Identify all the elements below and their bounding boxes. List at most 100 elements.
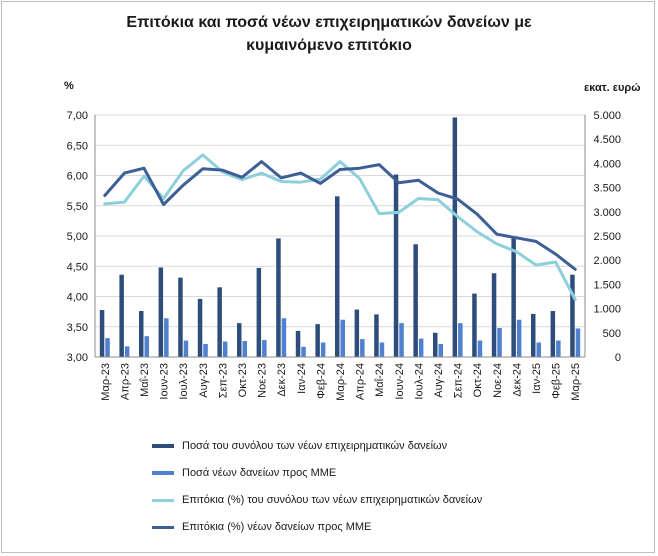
chart-title-line-2: κυμαινόμενο επιτόκιο bbox=[246, 37, 412, 54]
bar-sme-amount bbox=[281, 318, 287, 357]
right-axis-tick-label: 4.000 bbox=[593, 158, 621, 170]
x-axis-tick-label: Αυγ-23 bbox=[198, 363, 210, 398]
bar-sme-amount bbox=[242, 341, 247, 357]
legend-item-sme-amounts: Ποσά νέων δανείων προς ΜΜΕ bbox=[152, 465, 622, 481]
bar-sme-amount bbox=[203, 343, 208, 357]
bar-total-amount bbox=[335, 196, 340, 357]
bar-sme-amount bbox=[320, 342, 326, 357]
bar-sme-amount bbox=[379, 342, 385, 357]
left-axis-tick-label: 4,50 bbox=[67, 261, 88, 273]
legend-swatch-total-amounts bbox=[152, 444, 174, 448]
series-line-sme-rates bbox=[103, 160, 577, 271]
right-axis-tick-label: 500 bbox=[603, 328, 621, 340]
x-axis-tick-label: Σεπ-24 bbox=[453, 363, 465, 398]
bar-sme-amount bbox=[418, 338, 424, 357]
x-axis-tick-label: Φεβ-25 bbox=[551, 363, 563, 399]
legend-swatch-total-rates bbox=[152, 499, 174, 502]
left-axis-tick-label: 5,50 bbox=[67, 201, 88, 213]
bar-total-amount bbox=[354, 309, 360, 357]
bar-total-amount bbox=[158, 267, 164, 357]
x-axis-tick-label: Δεκ-24 bbox=[511, 363, 523, 397]
right-axis-tick-label: 3.500 bbox=[593, 183, 621, 195]
right-axis-tick-label: 1.000 bbox=[593, 304, 621, 316]
bar-sme-amount bbox=[556, 340, 561, 357]
bar-total-amount bbox=[99, 310, 105, 357]
bar-total-amount bbox=[393, 174, 399, 357]
left-axis-tick-label: 6,50 bbox=[67, 140, 88, 152]
bar-sme-amount bbox=[536, 342, 541, 357]
right-axis-unit: εκατ. ευρώ bbox=[584, 82, 641, 94]
legend-swatch-sme-rates bbox=[152, 526, 174, 529]
bar-total-amount bbox=[413, 244, 418, 357]
bar-total-amount bbox=[374, 314, 379, 357]
right-axis-tick-label: 0 bbox=[615, 352, 621, 364]
chart-title: Επιτόκια και ποσά νέων επιχειρηματικών δ… bbox=[0, 11, 658, 57]
left-axis-tick-label: 3,00 bbox=[67, 352, 88, 364]
bar-total-amount bbox=[197, 298, 203, 357]
legend-label-sme-amounts: Ποσά νέων δανείων προς ΜΜΕ bbox=[182, 467, 337, 479]
x-axis-tick-label: Απρ-23 bbox=[119, 363, 131, 400]
right-axis-tick-label: 1.500 bbox=[593, 279, 621, 291]
bar-sme-amount bbox=[144, 336, 149, 357]
x-axis-tick-label: Μαρ-25 bbox=[570, 363, 582, 401]
x-axis-tick-label: Ιαν-24 bbox=[296, 363, 308, 394]
bar-sme-amount bbox=[575, 328, 581, 357]
chart-title-line-1: Επιτόκια και ποσά νέων επιχειρηματικών δ… bbox=[126, 14, 532, 31]
bar-total-amount bbox=[491, 273, 497, 357]
bar-sme-amount bbox=[438, 343, 443, 357]
legend-label-total-amounts: Ποσά του συνόλου των νέων επιχειρηματικώ… bbox=[182, 440, 448, 452]
bar-sme-amount bbox=[301, 346, 306, 357]
bar-total-amount bbox=[276, 238, 281, 357]
left-axis-tick-label: 6,00 bbox=[67, 171, 88, 183]
bar-total-amount bbox=[531, 313, 536, 357]
x-axis-tick-label: Μαρ-24 bbox=[335, 363, 347, 401]
right-axis-tick-label: 2.000 bbox=[593, 255, 621, 267]
bar-sme-amount bbox=[516, 319, 522, 357]
left-axis-tick-label: 4,00 bbox=[67, 292, 88, 304]
x-axis-tick-label: Φεβ-24 bbox=[315, 363, 327, 399]
bar-total-amount bbox=[295, 330, 301, 357]
bar-total-amount bbox=[570, 274, 575, 357]
bar-total-amount bbox=[452, 117, 458, 357]
bar-sme-amount bbox=[164, 318, 169, 357]
bar-total-amount bbox=[472, 293, 477, 357]
bar-sme-amount bbox=[105, 338, 110, 357]
legend-item-total-amounts: Ποσά του συνόλου των νέων επιχειρηματικώ… bbox=[152, 438, 622, 454]
bar-total-amount bbox=[433, 332, 438, 357]
bar-sme-amount bbox=[458, 323, 463, 357]
bar-total-amount bbox=[217, 287, 222, 357]
bar-total-amount bbox=[237, 323, 242, 357]
legend-swatch-sme-amounts bbox=[152, 471, 174, 475]
legend-label-sme-rates: Επιτόκια (%) νέων δανείων προς ΜΜΕ bbox=[182, 521, 372, 533]
legend: Ποσά του συνόλου των νέων επιχειρηματικώ… bbox=[152, 438, 622, 546]
right-axis-tick-label: 5.000 bbox=[593, 110, 621, 122]
bar-sme-amount bbox=[340, 319, 345, 357]
bar-sme-amount bbox=[124, 346, 130, 357]
bar-total-amount bbox=[256, 267, 262, 357]
x-axis-tick-label: Νοε-24 bbox=[492, 363, 504, 398]
x-axis-tick-label: Μαρ-23 bbox=[100, 363, 112, 401]
x-axis-tick-label: Απρ-24 bbox=[355, 363, 367, 400]
right-axis-tick-label: 3.000 bbox=[593, 207, 621, 219]
x-axis-tick-label: Μαΐ-23 bbox=[139, 363, 151, 397]
x-axis-tick-label: Ιουλ-23 bbox=[178, 363, 190, 400]
left-axis-unit: % bbox=[64, 80, 74, 92]
x-axis-tick-label: Ιουν-23 bbox=[159, 363, 171, 400]
bar-total-amount bbox=[119, 274, 124, 357]
right-axis-tick-label: 2.500 bbox=[593, 231, 621, 243]
left-axis-tick-label: 5,00 bbox=[67, 231, 88, 243]
right-axis-tick-label: 4.500 bbox=[593, 134, 621, 146]
legend-item-sme-rates: Επιτόκια (%) νέων δανείων προς ΜΜΕ bbox=[152, 519, 622, 535]
x-axis-tick-label: Οκτ-24 bbox=[472, 363, 484, 397]
x-axis-tick-label: Ιουλ-24 bbox=[413, 363, 425, 400]
bar-sme-amount bbox=[183, 340, 189, 357]
x-axis-tick-label: Ιουν-24 bbox=[394, 363, 406, 400]
bar-total-amount bbox=[178, 277, 183, 357]
left-axis-tick-label: 3,50 bbox=[67, 322, 88, 334]
left-axis-tick-label: 7,00 bbox=[67, 110, 88, 122]
legend-item-total-rates: Επιτόκια (%) του συνόλου των νέων επιχει… bbox=[152, 492, 622, 508]
bar-sme-amount bbox=[262, 340, 267, 357]
x-axis-tick-label: Ιαν-25 bbox=[531, 363, 543, 394]
